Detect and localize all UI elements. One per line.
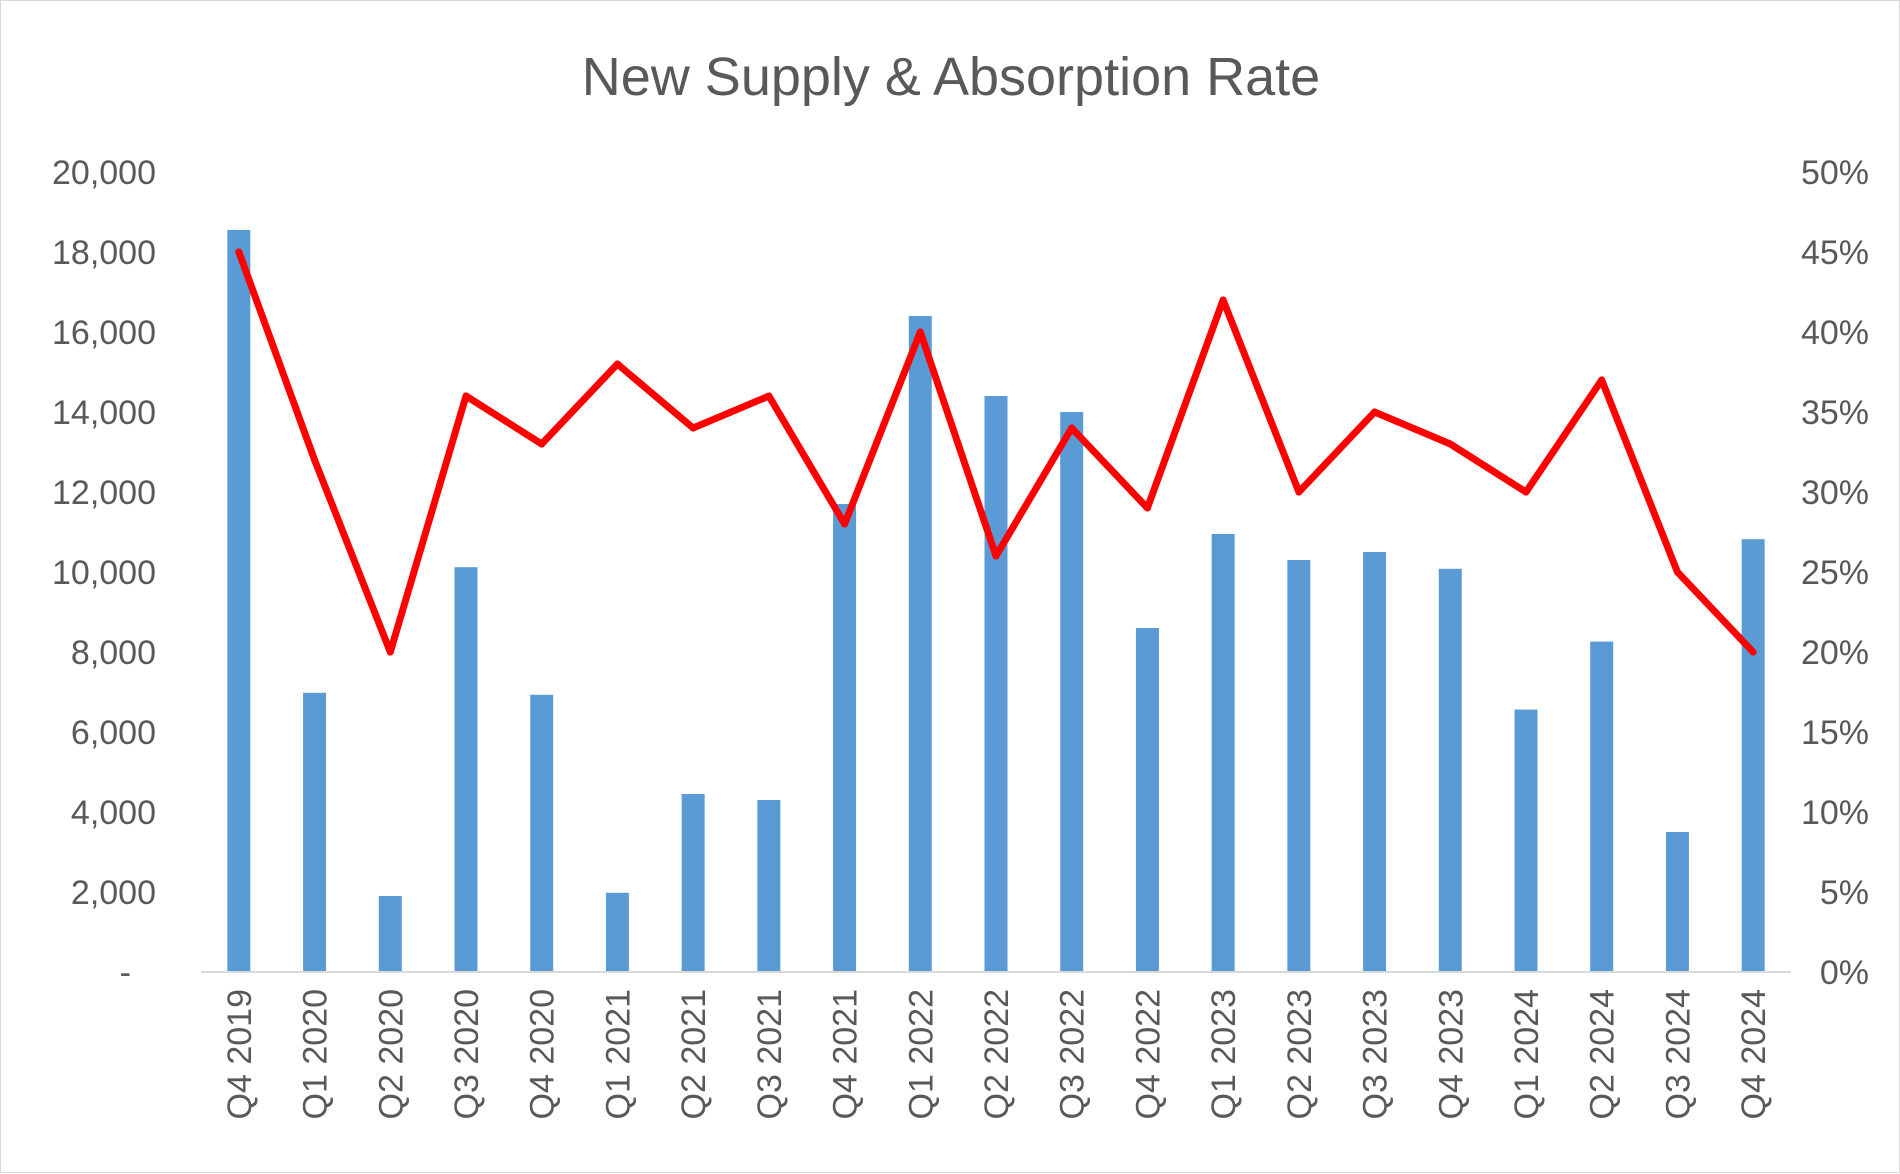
x-tick-label: Q4 2024 (1735, 989, 1773, 1119)
left-tick-label: 6,000 (71, 714, 156, 752)
rate-point-q2-2024 (1598, 376, 1606, 384)
x-tick-label: Q2 2020 (372, 989, 410, 1119)
rate-point-q1-2023 (1219, 296, 1227, 304)
x-tick-label: Q4 2023 (1432, 989, 1470, 1119)
bar-q4-2020 (530, 694, 554, 972)
right-tick-label: 35% (1801, 394, 1869, 432)
left-tick-label: 16,000 (52, 314, 156, 352)
left-tick-label: 18,000 (52, 234, 156, 272)
bar-q1-2023 (1211, 534, 1235, 972)
bar-q2-2020 (378, 896, 402, 972)
rate-point-q4-2019 (235, 248, 243, 256)
rate-point-q2-2023 (1295, 488, 1303, 496)
bar-q4-2022 (1135, 628, 1159, 972)
x-tick-label: Q3 2024 (1659, 989, 1697, 1119)
right-tick-label: 20% (1801, 634, 1869, 672)
left-tick-label: 2,000 (71, 874, 156, 912)
x-tick-label: Q4 2021 (827, 989, 865, 1119)
bar-q2-2022 (984, 396, 1008, 972)
x-tick-label: Q4 2019 (221, 989, 259, 1119)
left-tick-label: - (120, 954, 131, 992)
x-tick-label: Q1 2022 (902, 989, 940, 1119)
x-tick-label: Q1 2024 (1508, 989, 1546, 1119)
x-tick-label: Q1 2023 (1205, 989, 1243, 1119)
rate-point-q3-2022 (1068, 424, 1076, 432)
bar-q3-2023 (1363, 552, 1387, 972)
left-tick-label: 8,000 (71, 634, 156, 672)
left-tick-label: 10,000 (52, 554, 156, 592)
x-tick-label: Q1 2020 (297, 989, 335, 1119)
left-tick-label: 4,000 (71, 794, 156, 832)
rate-point-q2-2020 (386, 648, 394, 656)
x-tick-label: Q2 2024 (1584, 989, 1622, 1119)
x-tick-label: Q2 2022 (978, 989, 1016, 1119)
right-tick-label: 15% (1801, 714, 1869, 752)
rate-point-q3-2020 (462, 392, 470, 400)
bar-q1-2022 (908, 316, 932, 972)
left-tick-label: 14,000 (52, 394, 156, 432)
right-tick-label: 45% (1801, 234, 1869, 272)
x-tick-label: Q2 2023 (1281, 989, 1319, 1119)
bar-q4-2023 (1438, 568, 1462, 972)
x-tick-label: Q3 2022 (1054, 989, 1092, 1119)
rate-point-q1-2020 (311, 456, 319, 464)
bar-q4-2021 (833, 504, 857, 972)
bar-q1-2024 (1514, 709, 1538, 972)
rate-point-q2-2021 (689, 424, 697, 432)
rate-point-q3-2024 (1673, 568, 1681, 576)
left-tick-label: 20,000 (52, 154, 156, 192)
rate-point-q3-2021 (765, 392, 773, 400)
right-tick-label: 40% (1801, 314, 1869, 352)
bar-q3-2021 (757, 800, 781, 972)
bar-q2-2023 (1287, 560, 1311, 972)
rate-point-q1-2021 (613, 360, 621, 368)
left-axis-ticks: - 2,000 4,000 6,000 8,000 10,000 12,000 14,000 1… (52, 154, 156, 992)
x-tick-label: Q3 2023 (1357, 989, 1395, 1119)
rate-point-q2-2022 (992, 552, 1000, 560)
supply-bars (227, 230, 1765, 972)
rate-point-q3-2023 (1371, 408, 1379, 416)
right-tick-label: 25% (1801, 554, 1869, 592)
right-tick-label: 10% (1801, 794, 1869, 832)
right-axis-ticks: 0% 5% 10% 15% 20% 25% 30% 35% 40% 45% 50% (1801, 154, 1869, 992)
bar-q1-2021 (605, 892, 629, 972)
left-tick-label: 12,000 (52, 474, 156, 512)
bar-q1-2020 (303, 692, 327, 972)
bar-q3-2020 (454, 567, 478, 972)
right-tick-label: 0% (1820, 954, 1869, 992)
rate-point-q4-2022 (1143, 504, 1151, 512)
right-tick-label: 30% (1801, 474, 1869, 512)
x-tick-label: Q2 2021 (675, 989, 713, 1119)
x-tick-label: Q4 2022 (1129, 989, 1167, 1119)
right-tick-label: 5% (1820, 874, 1869, 912)
rate-point-q1-2024 (1522, 488, 1530, 496)
bar-q3-2022 (1060, 412, 1084, 972)
rate-point-q1-2022 (916, 328, 924, 336)
bar-q4-2019 (227, 230, 251, 972)
x-tick-label: Q1 2021 (599, 989, 637, 1119)
bar-q2-2021 (681, 794, 705, 972)
x-tick-label: Q3 2021 (751, 989, 789, 1119)
rate-point-q4-2020 (538, 440, 546, 448)
rate-point-q4-2021 (841, 520, 849, 528)
rate-point-q4-2024 (1749, 648, 1757, 656)
absorption-rate-line (235, 248, 1757, 656)
x-tick-label: Q3 2020 (448, 989, 486, 1119)
x-tick-label: Q4 2020 (524, 989, 562, 1119)
x-axis-ticks: Q4 2019 Q1 2020 Q2 2020 Q3 2020 Q4 2020 Q1 20… (221, 989, 1773, 1119)
bar-q3-2024 (1665, 832, 1689, 972)
right-tick-label: 50% (1801, 154, 1869, 192)
rate-point-q4-2023 (1446, 440, 1454, 448)
bar-q2-2024 (1590, 641, 1614, 972)
chart-title: New Supply & Absorption Rate (582, 47, 1320, 107)
bar-q4-2024 (1741, 539, 1765, 972)
